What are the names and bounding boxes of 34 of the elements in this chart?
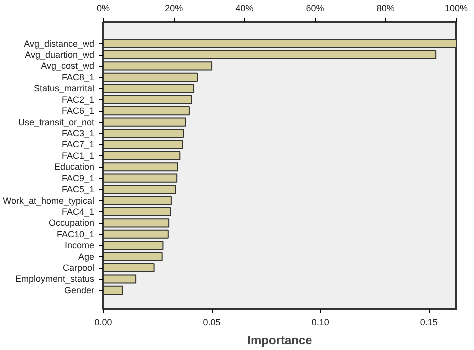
y-tick-label: Employment_status bbox=[15, 274, 95, 284]
y-tick-label: Age bbox=[78, 252, 94, 262]
y-tick-label: Avg_distance_wd bbox=[24, 38, 95, 49]
x-tick-label: 0.00 bbox=[94, 318, 112, 328]
y-tick-label: Use_transit_or_not bbox=[18, 117, 95, 128]
y-tick-label: FAC8_1 bbox=[62, 72, 95, 82]
x2-tick-label: 80% bbox=[376, 4, 395, 14]
x2-tick-label: 100% bbox=[444, 4, 468, 14]
y-tick-label: FAC2_1 bbox=[62, 94, 95, 105]
y-tick-label: Occupation bbox=[48, 218, 95, 228]
y-tick-label: Work_at_home_typical bbox=[3, 196, 95, 206]
y-tick-label: Avg_duartion_wd bbox=[25, 50, 95, 60]
y-tick-label: FAC4_1 bbox=[62, 206, 95, 217]
y-tick-label: FAC10_1 bbox=[56, 229, 95, 240]
x2-tick-label: 0% bbox=[96, 4, 110, 14]
y-tick-label: Education bbox=[54, 162, 94, 172]
x2-tick-label: 40% bbox=[236, 4, 254, 14]
x-axis-title: Importance bbox=[248, 334, 313, 348]
y-tick-label: FAC9_1 bbox=[62, 173, 95, 184]
x-tick-label: 0.10 bbox=[312, 318, 330, 328]
y-tick-label: FAC5_1 bbox=[62, 184, 95, 195]
x-tick-label: 0.15 bbox=[420, 318, 438, 328]
y-tick-label: Avg_cost_wd bbox=[41, 61, 95, 72]
y-tick-label: Carpool bbox=[62, 263, 95, 274]
x2-tick-label: 20% bbox=[165, 4, 184, 14]
y-tick-label: Income bbox=[64, 240, 94, 251]
y-tick-label: FAC3_1 bbox=[62, 128, 95, 138]
x2-tick-label: 60% bbox=[306, 4, 324, 14]
y-tick-label: FAC1_1 bbox=[62, 150, 95, 161]
y-tick-label: Status_marrital bbox=[34, 84, 95, 94]
x-tick-label: 0.05 bbox=[203, 318, 221, 328]
y-tick-label: FAC7_1 bbox=[62, 140, 95, 150]
y-tick-label: Gender bbox=[64, 285, 95, 296]
y-tick-label: FAC6_1 bbox=[62, 106, 95, 116]
